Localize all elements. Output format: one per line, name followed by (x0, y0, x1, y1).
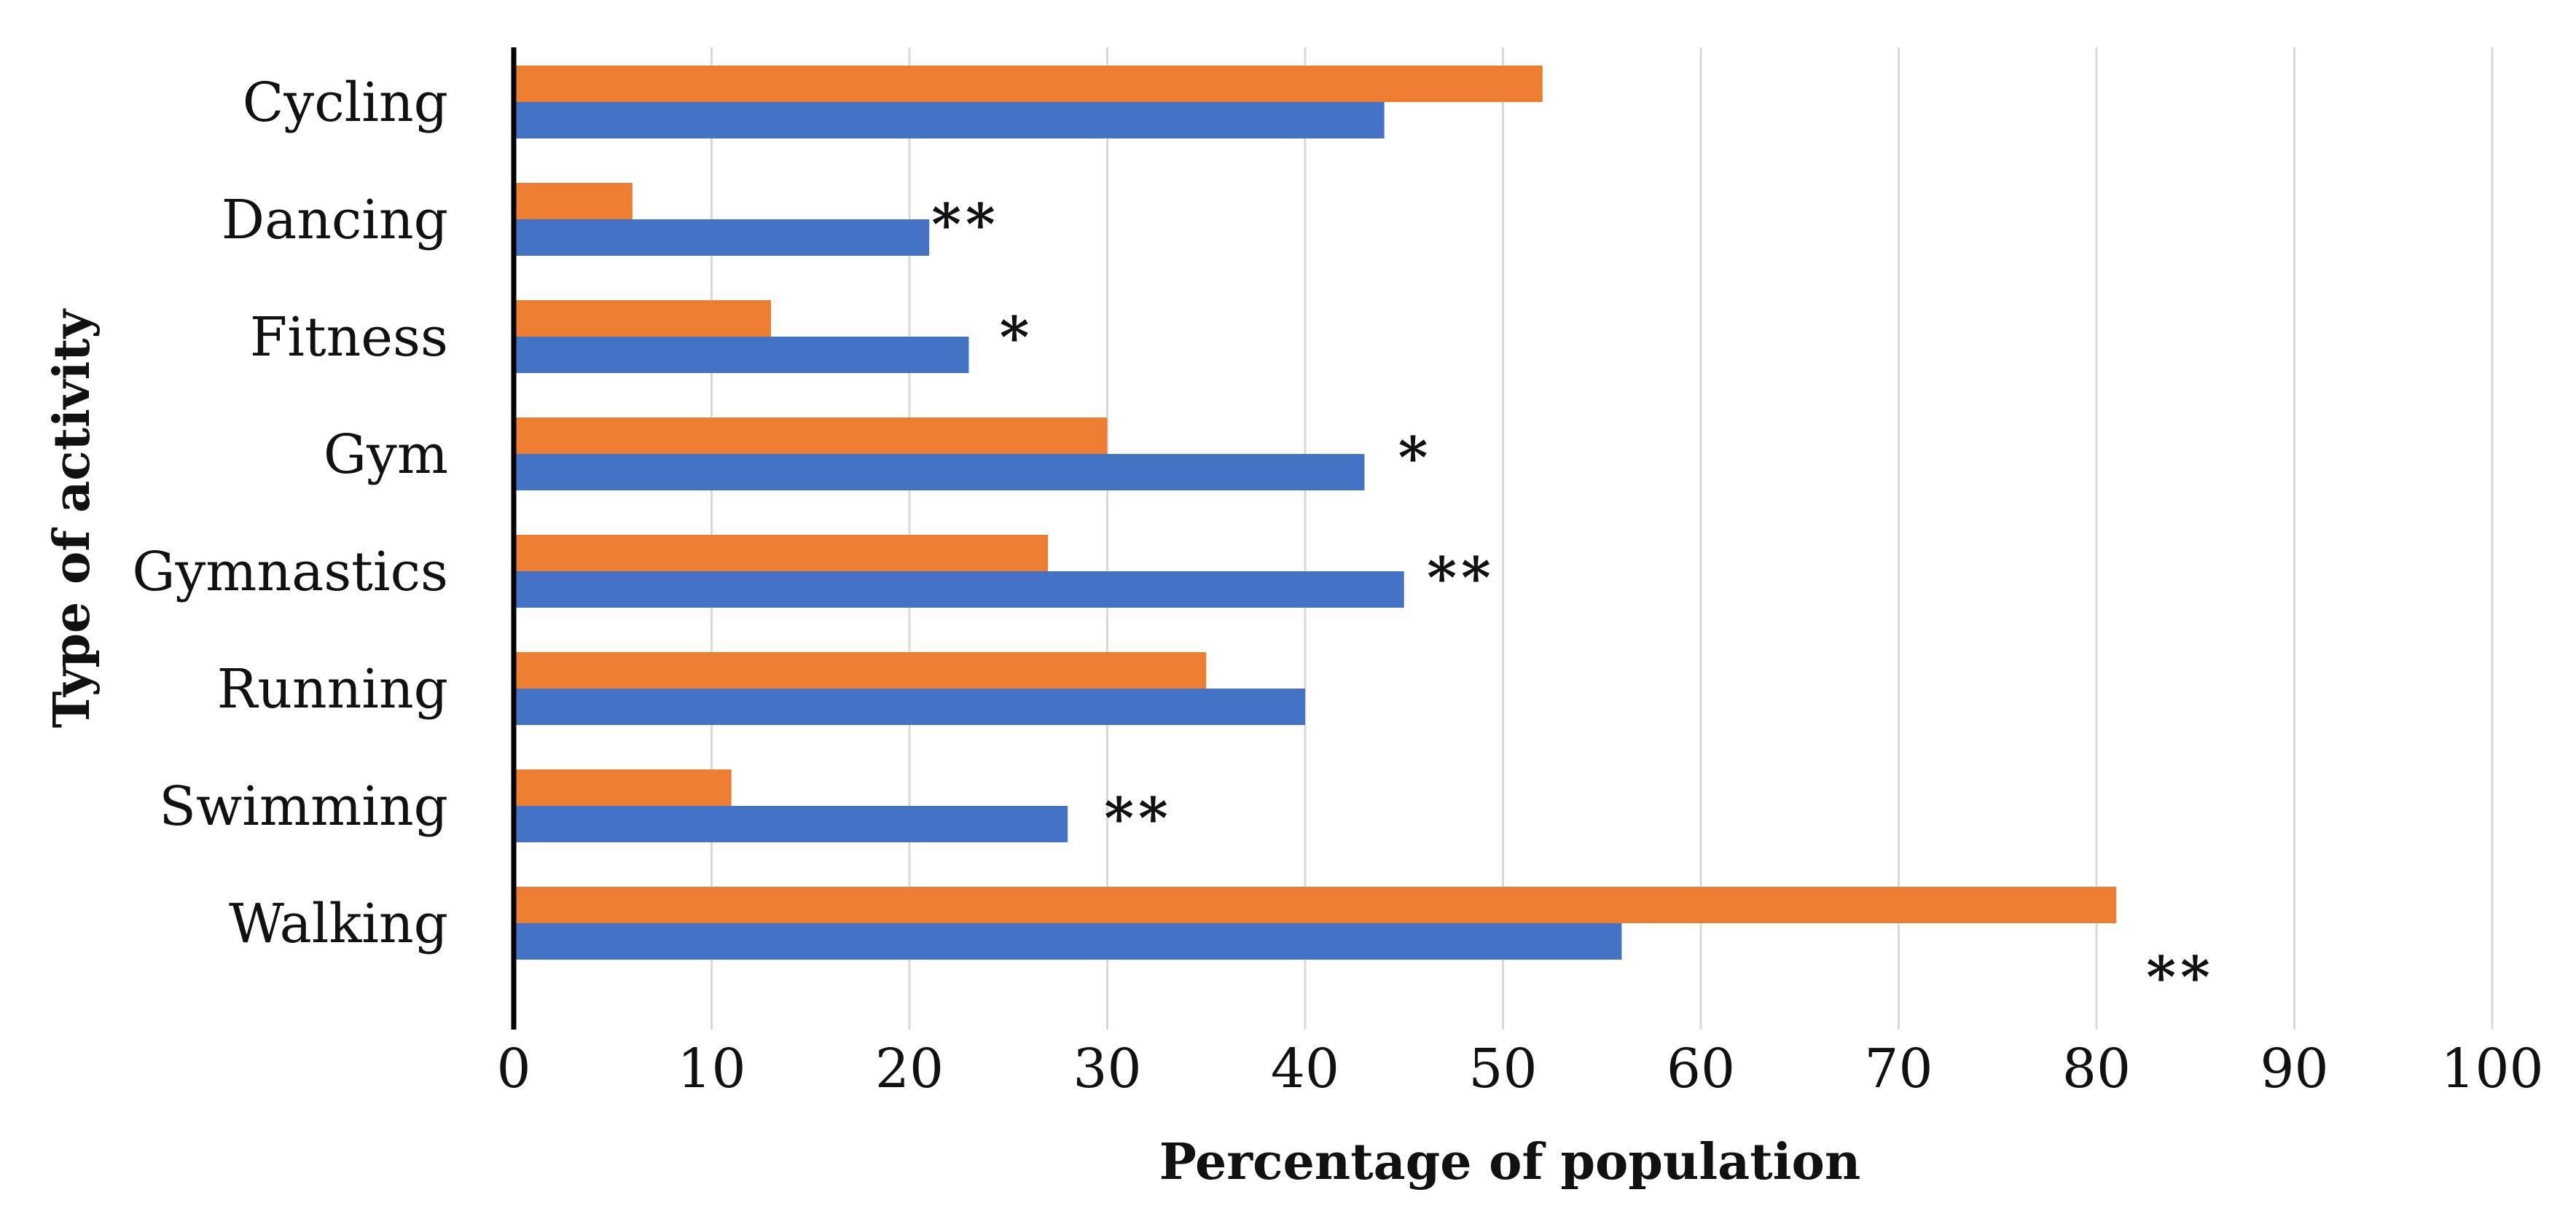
bar-blue-series-cycling (514, 102, 1385, 138)
significance-marker-gym: * (1398, 425, 1433, 491)
bar-orange-series-cycling (514, 66, 1543, 102)
significance-marker-swimming: ** (1104, 785, 1172, 852)
x-tick-label-100: 100 (2440, 1038, 2543, 1100)
bar-blue-series-gym (514, 454, 1365, 490)
bar-orange-series-swimming (514, 769, 732, 806)
x-tick-label-80: 80 (2062, 1038, 2131, 1100)
bar-orange-series-dancing (514, 183, 633, 219)
gridlines (710, 47, 2494, 1030)
bar-orange-series-walking (514, 887, 2117, 923)
bar-blue-series-walking (514, 923, 1622, 960)
category-label-walking: Walking (229, 893, 448, 955)
significance-markers: ********** (931, 192, 2215, 1011)
bar-blue-series-fitness (514, 337, 969, 373)
bar-blue-series-swimming (514, 806, 1068, 842)
bars (514, 66, 2117, 960)
significance-marker-walking: ** (2146, 944, 2215, 1011)
y-axis-title: Type of activity (43, 307, 101, 728)
bar-orange-series-gymnastics (514, 535, 1049, 571)
x-tick-label-50: 50 (1468, 1038, 1537, 1100)
category-label-gym: Gym (324, 423, 448, 486)
bar-blue-series-dancing (514, 219, 930, 256)
x-axis-title: Percentage of population (1159, 1133, 1861, 1191)
significance-marker-fitness: * (1000, 305, 1034, 371)
significance-marker-dancing: ** (931, 192, 1000, 258)
x-tick-label-40: 40 (1271, 1038, 1339, 1100)
category-label-swimming: Swimming (159, 775, 448, 838)
category-labels: Cycling Dancing Fitness Gym Gymnastics Runnin… (132, 71, 448, 955)
bar-orange-series-fitness (514, 300, 771, 337)
bar-orange-series-running (514, 652, 1207, 689)
bar-orange-series-gym (514, 418, 1108, 454)
category-label-fitness: Fitness (250, 306, 448, 369)
x-tick-label-60: 60 (1667, 1038, 1735, 1100)
x-tick-label-90: 90 (2260, 1038, 2328, 1100)
x-tick-label-10: 10 (677, 1038, 745, 1100)
bar-blue-series-running (514, 689, 1305, 725)
category-label-running: Running (217, 658, 448, 721)
x-tick-label-30: 30 (1073, 1038, 1141, 1100)
category-label-cycling: Cycling (243, 71, 448, 134)
significance-marker-gymnastics: ** (1427, 545, 1495, 611)
x-tick-label-70: 70 (1864, 1038, 1933, 1100)
bar-blue-series-gymnastics (514, 571, 1404, 608)
x-tick-label-20: 20 (875, 1038, 944, 1100)
x-tick-labels: 0 10 20 30 40 50 60 70 80 90 100 (496, 1038, 2543, 1100)
category-label-dancing: Dancing (222, 189, 448, 251)
x-tick-label-0: 0 (496, 1038, 531, 1100)
category-label-gymnastics: Gymnastics (132, 541, 448, 603)
